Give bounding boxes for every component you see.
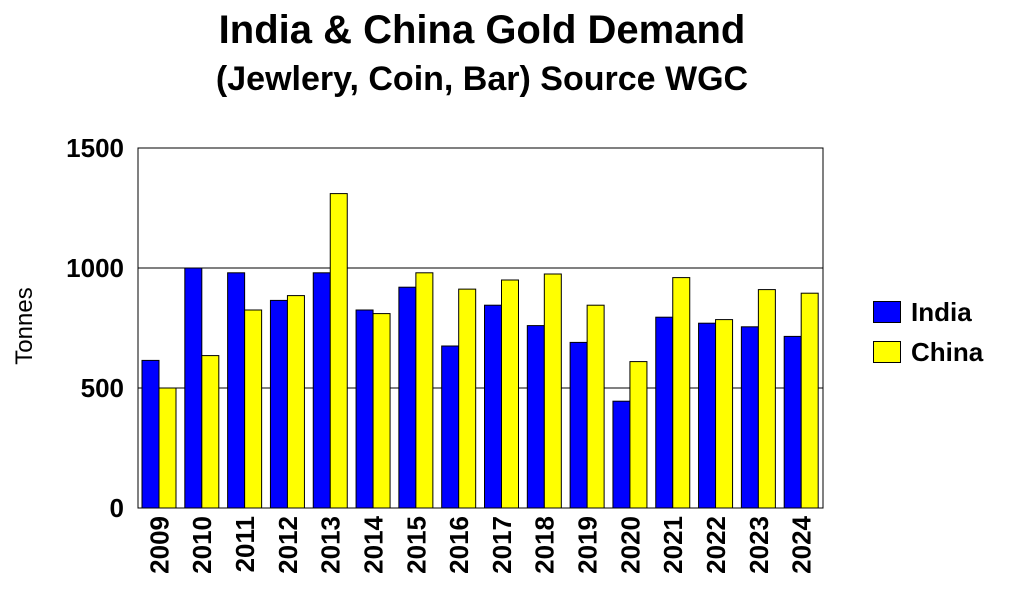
bar-india <box>141 359 160 509</box>
bar-india <box>740 326 759 509</box>
bar-india <box>655 316 674 509</box>
x-tick-label: 2019 <box>573 516 603 574</box>
bar-india <box>569 341 588 509</box>
chart-title: India & China Gold Demand <box>218 8 746 52</box>
bar-china <box>715 319 734 509</box>
legend-label-china: China <box>911 336 984 367</box>
x-tick-label: 2015 <box>401 516 431 574</box>
legend-item-india: India <box>873 292 983 332</box>
bar-india <box>526 325 545 509</box>
x-tick-label: 2020 <box>615 516 645 574</box>
bar-china <box>158 387 177 509</box>
bar-china <box>501 279 519 509</box>
bar-india <box>184 267 203 509</box>
bar-china <box>329 193 348 509</box>
bar-india <box>355 309 374 509</box>
bar-china <box>244 309 263 509</box>
y-tick-label: 500 <box>81 373 124 403</box>
bar-china <box>757 289 776 509</box>
x-tick-label: 2021 <box>658 516 688 574</box>
y-tick-label: 1000 <box>66 253 124 283</box>
x-tick-label: 2024 <box>787 515 817 573</box>
bar-india <box>312 272 331 509</box>
x-tick-label: 2014 <box>358 515 388 573</box>
bar-china <box>458 288 477 509</box>
chart-subtitle: (Jewlery, Coin, Bar) Source WGC <box>215 60 749 98</box>
bar-india <box>227 272 246 509</box>
bar-china <box>201 355 220 509</box>
x-tick-label: 2022 <box>701 516 731 574</box>
bar-india <box>441 345 460 509</box>
chart-legend: India China <box>873 292 983 372</box>
legend-swatch-india <box>873 301 901 323</box>
x-tick-label: 2012 <box>273 516 303 574</box>
bar-india <box>484 304 502 509</box>
x-tick-label: 2010 <box>187 516 217 574</box>
x-tick-label: 2011 <box>230 516 260 572</box>
legend-label-india: India <box>911 296 972 327</box>
chart-title-block: India & China Gold Demand (Jewlery, Coin… <box>0 6 964 100</box>
x-tick-label: 2009 <box>144 516 174 574</box>
bar-india <box>612 400 631 509</box>
bar-india <box>269 299 288 509</box>
bar-china <box>672 277 691 509</box>
bar-china <box>543 273 562 509</box>
x-tick-label: 2018 <box>530 516 560 574</box>
bar-china <box>372 313 391 509</box>
y-tick-label: 0 <box>110 493 124 523</box>
y-tick-label: 1500 <box>66 133 124 163</box>
bar-india <box>698 322 717 509</box>
bar-china <box>800 292 819 509</box>
legend-item-china: China <box>873 332 983 372</box>
bar-china <box>286 295 305 509</box>
x-tick-label: 2017 <box>487 516 517 574</box>
legend-swatch-china <box>873 341 901 363</box>
x-tick-label: 2016 <box>444 516 474 574</box>
bar-india <box>398 286 417 509</box>
bar-china <box>586 304 605 509</box>
plot-border <box>137 147 824 509</box>
bar-china <box>629 361 648 509</box>
bar-china <box>415 272 434 509</box>
x-tick-label: 2013 <box>316 516 346 574</box>
bar-india <box>783 335 802 509</box>
x-tick-label: 2023 <box>744 516 774 574</box>
